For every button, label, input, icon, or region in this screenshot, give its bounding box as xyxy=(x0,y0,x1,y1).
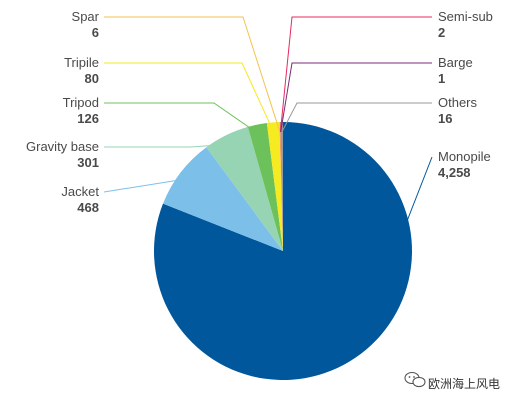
label-semi-sub: Semi-sub xyxy=(438,9,493,24)
slice-gravity-base xyxy=(206,126,283,251)
slice-semi-sub xyxy=(280,122,283,251)
value-jacket: 468 xyxy=(77,200,99,215)
callout-line-monopile xyxy=(353,156,433,357)
label-others: Others xyxy=(438,95,478,110)
slice-tripile xyxy=(266,122,283,251)
label-tripod: Tripod xyxy=(63,95,99,110)
watermark-text: 欧洲海上风电 xyxy=(428,376,500,391)
label-gravity-base: Gravity base xyxy=(26,139,99,154)
watermark: 欧洲海上风电 xyxy=(404,371,500,391)
callout-line-spar xyxy=(104,16,281,133)
value-spar: 6 xyxy=(92,25,99,40)
slice-spar xyxy=(279,122,283,251)
callout-line-tripod xyxy=(104,102,260,135)
callout-line-jacket xyxy=(103,178,189,193)
pie-slices xyxy=(153,121,412,380)
value-tripile: 80 xyxy=(85,71,99,86)
callout-lines xyxy=(103,16,433,357)
slice-tripod xyxy=(247,123,283,251)
slice-monopile xyxy=(153,122,412,380)
callout-line-gravity-base xyxy=(104,143,231,148)
value-gravity-base: 301 xyxy=(77,155,99,170)
label-monopile: Monopile xyxy=(438,149,491,164)
slice-jacket xyxy=(163,147,283,251)
wechat-icon xyxy=(404,371,426,388)
label-tripile: Tripile xyxy=(64,55,99,70)
label-spar: Spar xyxy=(72,9,100,24)
callout-line-semi-sub xyxy=(279,16,432,133)
callout-line-barge xyxy=(280,62,432,133)
value-monopile: 4,258 xyxy=(438,165,471,180)
slice-others xyxy=(280,121,283,252)
value-semi-sub: 2 xyxy=(438,25,445,40)
callout-line-tripile xyxy=(104,62,275,133)
value-tripod: 126 xyxy=(77,111,99,126)
slice-barge xyxy=(280,122,283,252)
label-barge: Barge xyxy=(438,55,473,70)
label-jacket: Jacket xyxy=(61,184,99,199)
callout-line-others xyxy=(281,102,432,133)
value-barge: 1 xyxy=(438,71,445,86)
value-others: 16 xyxy=(438,111,452,126)
